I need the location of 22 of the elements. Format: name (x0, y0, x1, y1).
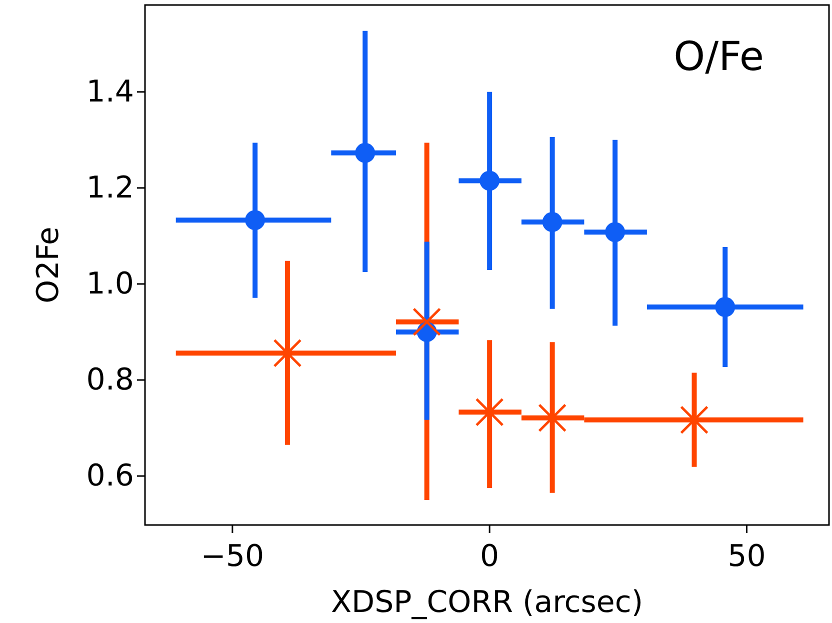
y-tick-label: 1.2 (86, 170, 134, 206)
annotation: O/Fe (674, 34, 764, 80)
point (480, 170, 500, 191)
y-tick-label: 0.8 (86, 362, 134, 398)
point (542, 212, 562, 232)
y-tick-label: 1.0 (86, 266, 134, 302)
point (475, 398, 504, 426)
x-tick-label: 0 (480, 539, 500, 574)
y-tick-label: 0.6 (86, 458, 134, 494)
point (412, 308, 442, 336)
point (680, 406, 709, 434)
point (715, 297, 736, 318)
y-tick-label: 1.4 (86, 74, 134, 110)
point (273, 338, 302, 368)
point (355, 142, 376, 163)
point (605, 222, 626, 242)
y-axis-title: O2Fe (31, 226, 66, 304)
x-tick-label: −50 (200, 539, 264, 574)
point (245, 210, 266, 230)
x-tick-label: 50 (728, 539, 766, 574)
point (538, 404, 567, 432)
x-axis-title: XDSP_CORR (arcsec) (330, 585, 644, 620)
